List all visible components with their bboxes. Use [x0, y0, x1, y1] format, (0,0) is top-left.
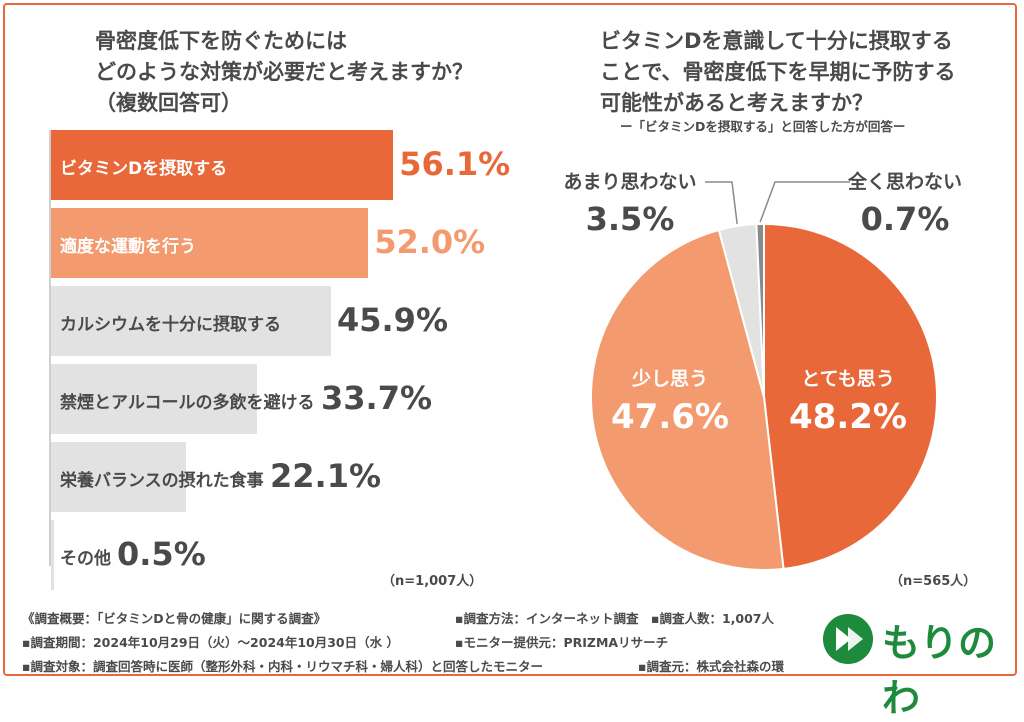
bar-2: [51, 286, 331, 356]
pie-value-1: 47.6%: [611, 397, 729, 437]
bar-value-0: 56.1%: [399, 145, 511, 183]
pie-label-1: 少し思う: [631, 368, 708, 390]
footer-survey-overview: 《調査概要：「ビタミンDと骨の健康」に関する調査》: [22, 611, 327, 626]
bar-value-4: 22.1%: [270, 457, 382, 495]
bar-label-3: 禁煙とアルコールの多飲を避ける: [60, 393, 315, 413]
bar-axis-line: [49, 130, 51, 566]
logo-text: もりのわ: [882, 621, 997, 720]
left-chart-title: 骨密度低下を防ぐためには どのような対策が必要だと考えますか？ （複数回答可）: [95, 29, 473, 115]
bar-label-0: ビタミンDを摂取する: [60, 159, 228, 179]
bar-5: [51, 520, 55, 590]
bar-1: [51, 208, 369, 278]
pie-slice-1: [589, 228, 785, 571]
pie-value-3: 0.7%: [861, 200, 950, 238]
pie-leader-line-3: [759, 181, 850, 223]
pie-slice-3: [755, 222, 765, 398]
bar-value-2: 45.9%: [336, 301, 448, 339]
leaf-icon: [823, 614, 873, 664]
bar-label-5: その他: [60, 549, 111, 569]
footer-survey-method: ▪調査方法：インターネット調査 ▪調査人数：1,007人: [455, 611, 774, 626]
footer-survey-source: ▪調査元：株式会社森の環: [638, 659, 784, 674]
right-chart-title: ビタミンDを意識して十分に摂取する ことで、骨密度低下を早期に予防する 可能性が…: [600, 29, 956, 115]
right-sample-size: （n=565人）: [890, 574, 977, 589]
footer-survey-target: ▪調査対象：調査回答時に医師（整形外科・内科・リウマチ科・婦人科）と回答したモニ…: [22, 659, 543, 674]
left-sample-size: （n=1,007人）: [382, 574, 483, 589]
footer-survey-period: ▪調査期間：2024年10月29日（火）〜2024年10月30日（水 ）: [22, 635, 399, 650]
bar-value-5: 0.5%: [117, 535, 206, 573]
pie-value-0: 48.2%: [789, 397, 907, 437]
right-chart-subtitle: ー「ビタミンDを摂取する」と回答した方が回答ー: [620, 119, 906, 134]
bar-3: [51, 364, 257, 434]
bar-value-3: 33.7%: [321, 379, 433, 417]
pie-label-3: 全く思わない: [847, 170, 962, 193]
pie-label-0: とても思う: [801, 368, 894, 390]
pie-label-2: あまり思わない: [563, 171, 696, 193]
bar-value-1: 52.0%: [374, 223, 486, 261]
pie-slice-0: [763, 222, 938, 571]
pie-value-2: 3.5%: [586, 200, 675, 238]
bar-label-1: 適度な運動を行う: [60, 237, 196, 257]
bar-label-4: 栄養バランスの摂れた食事: [60, 471, 264, 491]
footer-monitor-provider: ▪モニター提供元：PRIZMAリサーチ: [455, 635, 669, 650]
bar-4: [51, 442, 186, 512]
bar-0: [51, 130, 394, 200]
pie-chart: とても思う 48.2% 少し思う 47.6% あまり思わない 3.5% 全く思わない 0.7%: [563, 170, 962, 571]
bar-label-2: カルシウムを十分に摂取する: [60, 315, 281, 335]
pie-leader-line-2: [705, 181, 738, 225]
